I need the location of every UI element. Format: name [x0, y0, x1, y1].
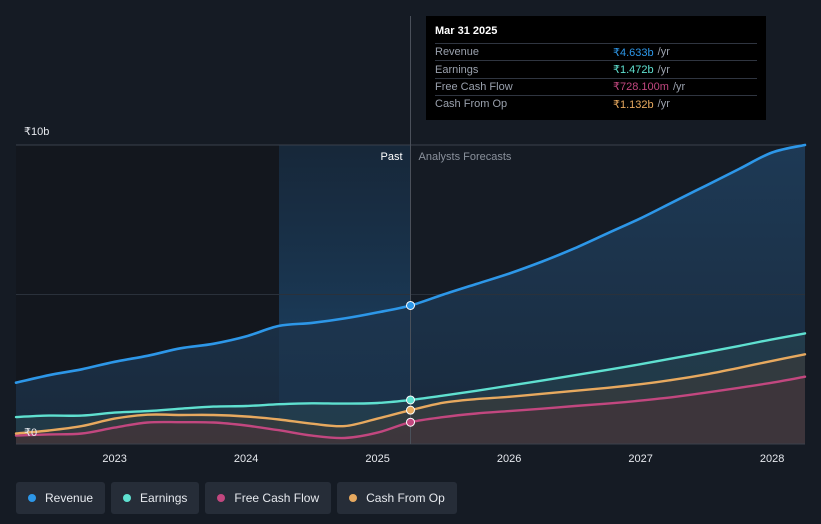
tooltip-row-free-cash-flow: Free Cash Flow ₹728.100m /yr: [435, 77, 757, 95]
legend-dot-icon: [28, 494, 36, 502]
tooltip-value: ₹4.633b: [613, 46, 654, 59]
x-tick-label: 2028: [760, 453, 784, 465]
y-axis-top-label: ₹10b: [24, 126, 49, 138]
tooltip-value: ₹728.100m: [613, 81, 669, 94]
tooltip-unit: /yr: [672, 80, 686, 93]
x-tick-label: 2027: [628, 453, 652, 465]
tooltip-date: Mar 31 2025: [435, 25, 498, 37]
data-point-free-cash-flow: [406, 417, 415, 427]
series-area-earnings: [16, 333, 805, 444]
legend-item-cash-from-op[interactable]: Cash From Op: [337, 482, 457, 514]
tooltip-row-revenue: Revenue ₹4.633b /yr: [435, 43, 757, 60]
legend-dot-icon: [217, 494, 226, 502]
legend-dot-icon: [349, 494, 358, 502]
tooltip-value: ₹1.472b: [613, 64, 654, 77]
series-area-free-cash-flow: [16, 376, 805, 444]
tooltip-unit: /yr: [657, 98, 670, 111]
legend-label: Cash From Op: [366, 491, 445, 505]
tooltip-value: ₹1.132b: [613, 98, 654, 111]
chart-legend: Revenue Earnings Free Cash Flow Cash Fro…: [16, 482, 457, 516]
tooltip-label: Free Cash Flow: [435, 80, 513, 93]
y-axis-bottom-label: ₹0: [24, 427, 37, 439]
forecast-label: Analysts Forecasts: [419, 151, 512, 163]
legend-dot-icon: [123, 494, 132, 502]
tooltip-unit: /yr: [657, 63, 670, 76]
x-tick-label: 2024: [234, 453, 258, 465]
past-label: Past: [380, 151, 402, 163]
data-point-cash-from-op: [406, 405, 415, 415]
data-tooltip: Mar 31 2025 Revenue ₹4.633b /yr Earnings…: [426, 16, 766, 120]
legend-label: Revenue: [45, 491, 94, 505]
legend-label: Free Cash Flow: [234, 491, 320, 505]
legend-item-free-cash-flow[interactable]: Free Cash Flow: [205, 482, 332, 514]
data-point-earnings: [406, 395, 415, 405]
tooltip-label: Earnings: [435, 63, 479, 76]
tooltip-row-cash-from-op: Cash From Op ₹1.132b /yr: [435, 95, 757, 112]
tooltip-label: Revenue: [435, 46, 480, 59]
tooltip-label: Cash From Op: [435, 98, 508, 111]
x-tick-label: 2023: [102, 453, 126, 465]
legend-label: Earnings: [140, 491, 188, 505]
tooltip-unit: /yr: [657, 46, 670, 59]
data-point-revenue: [406, 300, 415, 310]
legend-item-earnings[interactable]: Earnings: [111, 482, 200, 514]
legend-item-revenue[interactable]: Revenue: [16, 482, 106, 514]
tooltip-row-earnings: Earnings ₹1.472b /yr: [435, 60, 757, 77]
x-tick-label: 2025: [365, 453, 389, 465]
x-tick-label: 2026: [497, 453, 521, 465]
